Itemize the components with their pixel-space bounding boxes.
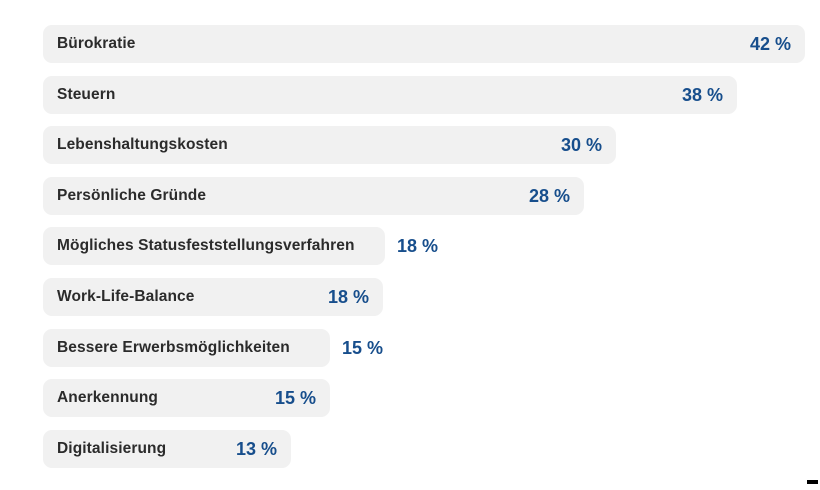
bar-row: Steuern 38 %	[43, 76, 737, 114]
bar-label: Bürokratie	[57, 35, 136, 52]
bar-value: 42 %	[749, 33, 791, 54]
bar: Lebenshaltungskosten 30 %	[43, 126, 616, 164]
bar-row: Bessere Erwerbsmöglichkeiten 15 %	[43, 329, 383, 367]
bar-value: 18 %	[327, 286, 369, 307]
bar-value: 18 %	[397, 235, 439, 256]
bar: Bessere Erwerbsmöglichkeiten	[43, 329, 330, 367]
bar: Persönliche Gründe 28 %	[43, 177, 584, 215]
bar-value: 28 %	[528, 185, 570, 206]
bar: Steuern 38 %	[43, 76, 737, 114]
bar-label: Persönliche Gründe	[57, 187, 207, 204]
bar-value: 30 %	[560, 134, 602, 155]
bar-label: Work-Life-Balance	[57, 288, 195, 305]
bar: Work-Life-Balance 18 %	[43, 278, 383, 316]
bar: Bürokratie 42 %	[43, 25, 805, 63]
corner-mark	[807, 480, 818, 484]
bar-row: Lebenshaltungskosten 30 %	[43, 126, 616, 164]
bar-label: Lebenshaltungskosten	[57, 136, 228, 153]
bar-row: Anerkennung 15 %	[43, 379, 330, 417]
bar-label: Anerkennung	[57, 389, 158, 406]
bar-row: Work-Life-Balance 18 %	[43, 278, 383, 316]
bar: Anerkennung 15 %	[43, 379, 330, 417]
bar-value: 13 %	[235, 438, 277, 459]
bar-label: Steuern	[57, 86, 116, 103]
bar: Digitalisierung 13 %	[43, 430, 291, 468]
bar-label: Digitalisierung	[57, 440, 167, 457]
bar: Mögliches Statusfeststellungsverfahren	[43, 227, 385, 265]
bar-label: Bessere Erwerbsmöglichkeiten	[57, 339, 290, 356]
bar-row: Persönliche Gründe 28 %	[43, 177, 584, 215]
bar-label: Mögliches Statusfeststellungsverfahren	[57, 237, 355, 254]
bar-value: 15 %	[342, 337, 384, 358]
bar-row: Bürokratie 42 %	[43, 25, 805, 63]
bar-row: Digitalisierung 13 %	[43, 430, 291, 468]
bar-value: 38 %	[681, 84, 723, 105]
bar-row: Mögliches Statusfeststellungsverfahren 18…	[43, 227, 438, 265]
bar-value: 15 %	[274, 387, 316, 408]
